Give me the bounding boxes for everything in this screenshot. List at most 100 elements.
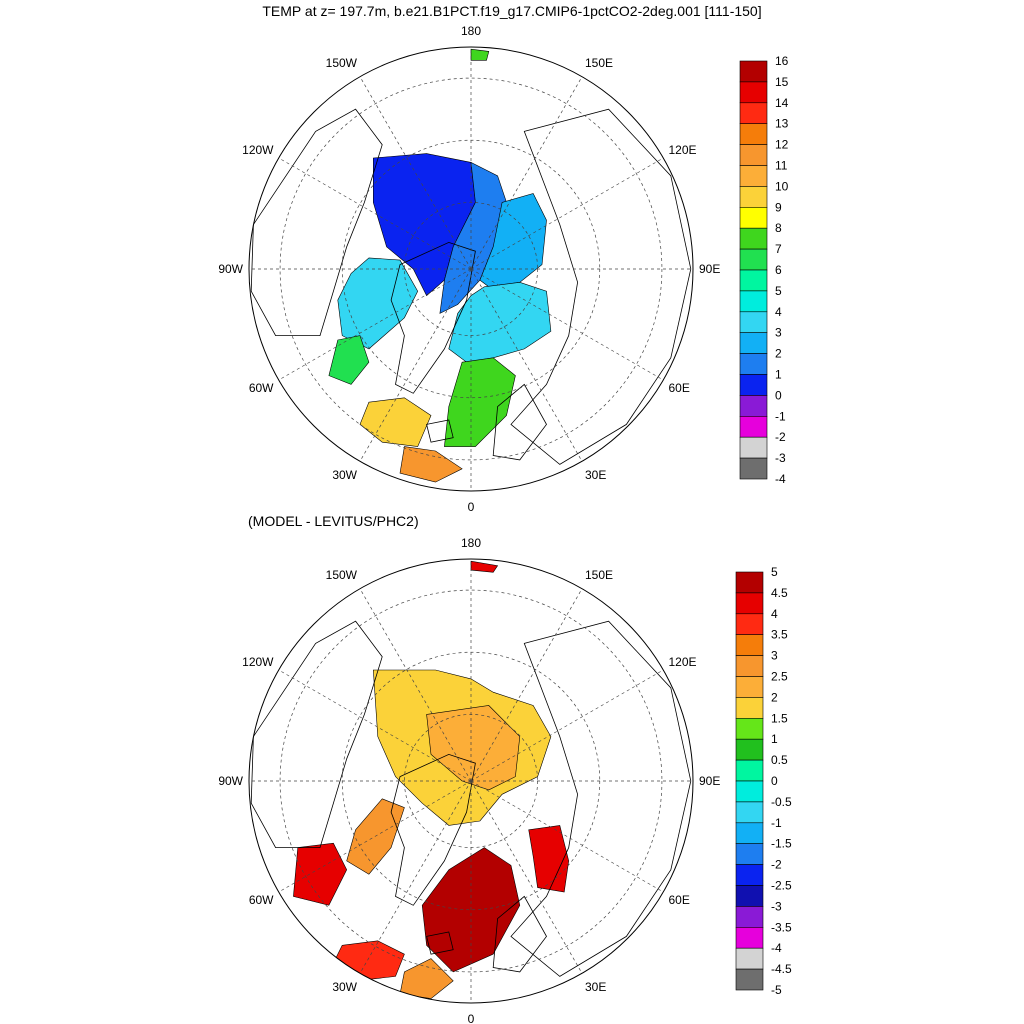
meridian-line xyxy=(470,780,664,893)
colorbar-label: -4.5 xyxy=(771,962,792,976)
meridian-line xyxy=(359,268,472,462)
colorbar-label: 15 xyxy=(775,75,789,89)
colorbar-swatch xyxy=(735,634,764,656)
colorbar-label: 16 xyxy=(775,54,789,68)
region-labrador-sea xyxy=(328,335,370,385)
meridian-line xyxy=(470,780,583,974)
longitude-label: 30E xyxy=(585,980,606,994)
meridian-line xyxy=(278,157,472,270)
colorbar-label: -1 xyxy=(775,409,786,423)
longitude-label: 120E xyxy=(669,655,697,669)
colorbar-label: 4 xyxy=(775,305,782,319)
colorbar-label: -1 xyxy=(771,816,782,830)
meridian-line xyxy=(278,780,472,893)
colorbar-label: 1 xyxy=(775,368,782,382)
meridian-line xyxy=(470,588,583,782)
colorbar-swatch xyxy=(735,780,764,803)
longitude-label: 30W xyxy=(332,468,357,482)
coastline xyxy=(390,241,476,394)
colorbar-swatch xyxy=(739,457,768,480)
colorbar-label: -0.5 xyxy=(771,795,792,809)
colorbar-label: 10 xyxy=(775,179,789,193)
colorbar-swatch xyxy=(735,592,764,615)
longitude-label: 30W xyxy=(332,980,357,994)
difference-panel-title: (MODEL - LEVITUS/PHC2) xyxy=(248,513,419,529)
region-irminger-sea xyxy=(359,397,432,447)
colorbar-swatch xyxy=(735,738,764,761)
longitude-label: 0 xyxy=(468,500,475,514)
colorbar-swatch xyxy=(735,571,764,594)
map-field xyxy=(249,559,693,1003)
colorbar-label: 2 xyxy=(771,690,778,704)
longitude-label: 0 xyxy=(468,1012,475,1024)
colorbar-swatch xyxy=(735,947,764,970)
colorbar-swatch xyxy=(735,801,764,824)
colorbar-label: 8 xyxy=(775,221,782,235)
colorbar-label: 9 xyxy=(775,200,782,214)
colorbar-label: -1.5 xyxy=(771,837,792,851)
colorbar-label: 1 xyxy=(771,732,778,746)
colorbar-label: -4 xyxy=(775,472,786,486)
colorbar-label: 3 xyxy=(775,326,782,340)
colorbar-label: -2.5 xyxy=(771,879,792,893)
coastline xyxy=(250,620,383,848)
region-north-atlantic xyxy=(399,446,463,483)
colorbar-label: -3 xyxy=(771,899,782,913)
meridian-line xyxy=(359,588,472,782)
colorbar-swatch xyxy=(735,717,764,740)
meridian-line xyxy=(470,268,583,462)
map-border xyxy=(248,46,694,492)
colorbar-swatch xyxy=(735,613,764,635)
region-bering-strait xyxy=(470,560,499,573)
region-baffin-bay xyxy=(337,257,419,350)
colorbar-label: -2 xyxy=(771,858,782,872)
longitude-label: 180 xyxy=(461,536,481,550)
region-eurasian-basin xyxy=(439,161,507,314)
colorbar-label: 3 xyxy=(771,649,778,663)
coastline xyxy=(510,620,692,977)
coastline xyxy=(426,931,454,955)
colorbar-label: -3 xyxy=(775,451,786,465)
coastline xyxy=(250,108,383,337)
colorbar-label: 0 xyxy=(771,774,778,788)
coastline xyxy=(510,108,692,465)
longitude-label: 150E xyxy=(585,56,613,70)
colorbar-label: 13 xyxy=(775,117,789,131)
map-field xyxy=(249,47,693,491)
colorbar-label: 4.5 xyxy=(771,586,788,600)
meridian-line xyxy=(470,157,664,270)
longitude-label: 150W xyxy=(326,568,358,582)
colorbar-label: 12 xyxy=(775,138,789,152)
colorbar-label: 5 xyxy=(775,284,782,298)
colorbar-label: 3.5 xyxy=(771,628,788,642)
latitude-line xyxy=(279,589,663,973)
meridian-line xyxy=(359,780,472,974)
colorbar-swatch xyxy=(735,759,764,782)
colorbar-label: 0.5 xyxy=(771,753,788,767)
colorbar-label: 0 xyxy=(775,388,782,402)
colorbar-label: 14 xyxy=(775,96,789,110)
meridian-line xyxy=(470,268,664,381)
colorbar-label: 5 xyxy=(771,565,778,579)
colorbar-swatch xyxy=(735,906,764,928)
longitude-label: 120W xyxy=(242,655,274,669)
colorbar-label: -2 xyxy=(775,430,786,444)
longitude-label: 60W xyxy=(249,893,274,907)
longitude-label: 180 xyxy=(461,24,481,38)
colorbar-label: 1.5 xyxy=(771,711,788,725)
colorbar-label: 2.5 xyxy=(771,670,788,684)
colorbar-label: -4 xyxy=(771,941,782,955)
coastline xyxy=(390,753,476,906)
region-norwegian-sea xyxy=(444,357,516,447)
colorbar-swatch xyxy=(735,676,764,698)
colorbar-swatch xyxy=(735,864,764,886)
longitude-label: 90W xyxy=(218,774,243,788)
colorbar-swatch xyxy=(735,822,764,844)
longitude-label: 90E xyxy=(699,262,720,276)
region-labrador-sea xyxy=(293,842,348,906)
colorbar-swatch xyxy=(735,655,764,677)
colorbar-label: 4 xyxy=(771,607,778,621)
